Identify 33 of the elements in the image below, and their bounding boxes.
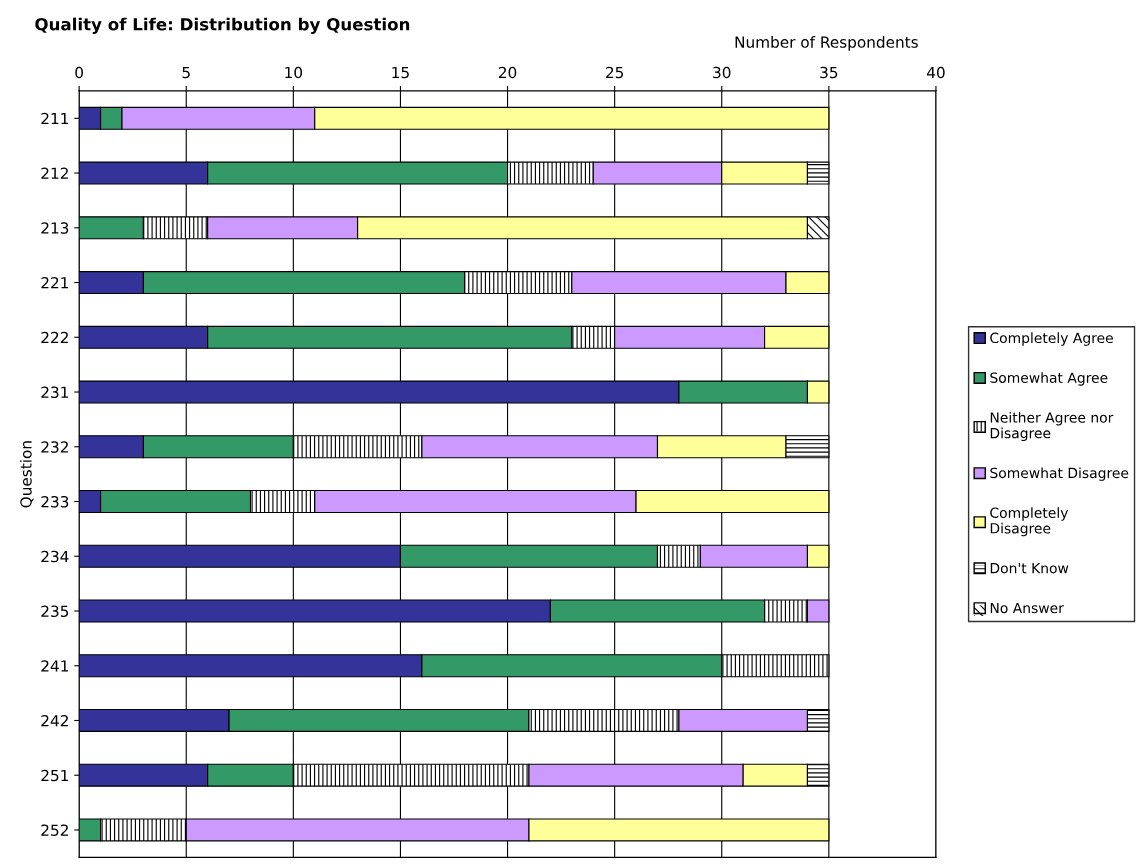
x-tick-label: 5 — [182, 66, 190, 79]
y-tick-label: 241 — [41, 660, 69, 672]
y-tick-label: 252 — [41, 824, 68, 836]
x-tick-label: 30 — [713, 66, 731, 79]
legend-label: Somewhat Disagree — [990, 467, 1129, 481]
y-tick-label: 213 — [41, 222, 69, 234]
x-tick-label: 20 — [498, 66, 517, 79]
y-tick-label: 242 — [41, 714, 68, 727]
y-tick-label: 231 — [41, 386, 69, 399]
x-tick-label: 25 — [606, 66, 624, 79]
x-tick-label: 0 — [75, 66, 83, 79]
y-tick-label: 233 — [41, 495, 69, 508]
x-tick-label: 35 — [820, 66, 838, 79]
x-axis-title: Number of Respondents — [735, 36, 918, 51]
y-tick-label: 232 — [41, 441, 68, 453]
legend-label: Neither Agree nor Disagree — [990, 412, 1114, 442]
chart-title: Quality of Life: Distribution by Question — [35, 17, 410, 34]
y-tick-label: 234 — [41, 550, 69, 563]
legend-label: No Answer — [990, 602, 1064, 614]
x-tick-label: 10 — [285, 66, 303, 79]
y-tick-label: 221 — [41, 277, 69, 289]
x-tick-label: 15 — [392, 66, 409, 79]
x-tick-label: 40 — [926, 66, 945, 79]
legend-label: Somewhat Agree — [990, 372, 1108, 386]
y-tick-label: 222 — [41, 331, 68, 344]
y-axis-title: Question — [19, 441, 34, 508]
y-tick-label: 211 — [41, 112, 69, 125]
legend-label: Don't Know — [990, 563, 1069, 574]
legend-label: Completely Agree — [990, 332, 1113, 346]
legend-label: Completely Disagree — [990, 507, 1069, 537]
y-tick-label: 235 — [41, 605, 69, 618]
y-tick-label: 251 — [41, 769, 69, 782]
y-tick-label: 212 — [41, 167, 68, 179]
